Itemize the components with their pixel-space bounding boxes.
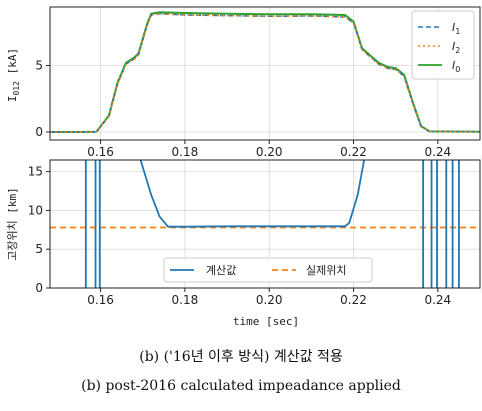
current-xtick-label: 0.18 [172,145,199,159]
location-xtick-label: 0.24 [424,293,451,307]
caption-korean: (b) ('16년 이후 방식) 계산값 적용 [139,349,343,365]
fault-location-ticks: 0.16 0.18 0.20 0.22 0.24 0 5 10 15 [28,165,451,307]
legend-label-i0: I0 [452,59,460,74]
legend-label-calculated: 계산값 [206,264,236,277]
fault-location-frame [49,159,481,289]
location-xtick-label: 0.22 [340,293,367,307]
location-xtick-label: 0.16 [87,293,114,307]
location-ytick-label: 15 [28,165,43,179]
fault-location-xlabel: time [sec] [233,315,299,328]
current-xtick-label: 0.16 [87,145,114,159]
series-i2-line [50,12,480,133]
current-ytick-label: 0 [35,125,43,139]
location-xtick-label: 0.20 [256,293,283,307]
location-ytick-label: 0 [35,281,43,295]
figure: 0.16 0.18 0.20 0.22 0.24 0 5 I012 [kA] I1 I2 I… [6,6,481,328]
current-xtick-label: 0.22 [340,145,367,159]
location-xtick-label: 0.18 [172,293,199,307]
location-ytick-label: 10 [28,203,43,217]
current-ytick-label: 5 [35,59,43,73]
current-plot-panel: 0.16 0.18 0.20 0.22 0.24 0 5 I012 [kA] I1 I2 I… [6,6,481,159]
fault-location-legend: 계산값 실제위치 [163,257,373,283]
current-plot-series [50,11,480,133]
current-xtick-label: 0.20 [256,145,283,159]
current-xtick-label: 0.24 [424,145,451,159]
legend-label-i1: I1 [452,21,460,36]
current-plot-ylabel: I012 [kA] [6,48,21,102]
fault-location-series [50,160,480,288]
location-ytick-label: 5 [35,242,43,256]
legend-label-i2: I2 [452,40,460,55]
current-plot-ticks: 0.16 0.18 0.20 0.22 0.24 0 5 [35,59,451,159]
legend-label-actual: 실제위치 [306,264,346,277]
fault-location-ylabel: 고장위치 [km] [6,187,19,261]
series-calculated-line [139,160,365,228]
fault-location-plot-panel: 0.16 0.18 0.20 0.22 0.24 0 5 10 15 고장위치 [km] tim… [6,159,481,328]
current-plot-frame [49,6,481,141]
current-plot-legend: I1 I2 I0 [411,10,475,80]
caption-english: (b) post-2016 calculated impeadance appl… [81,378,401,394]
